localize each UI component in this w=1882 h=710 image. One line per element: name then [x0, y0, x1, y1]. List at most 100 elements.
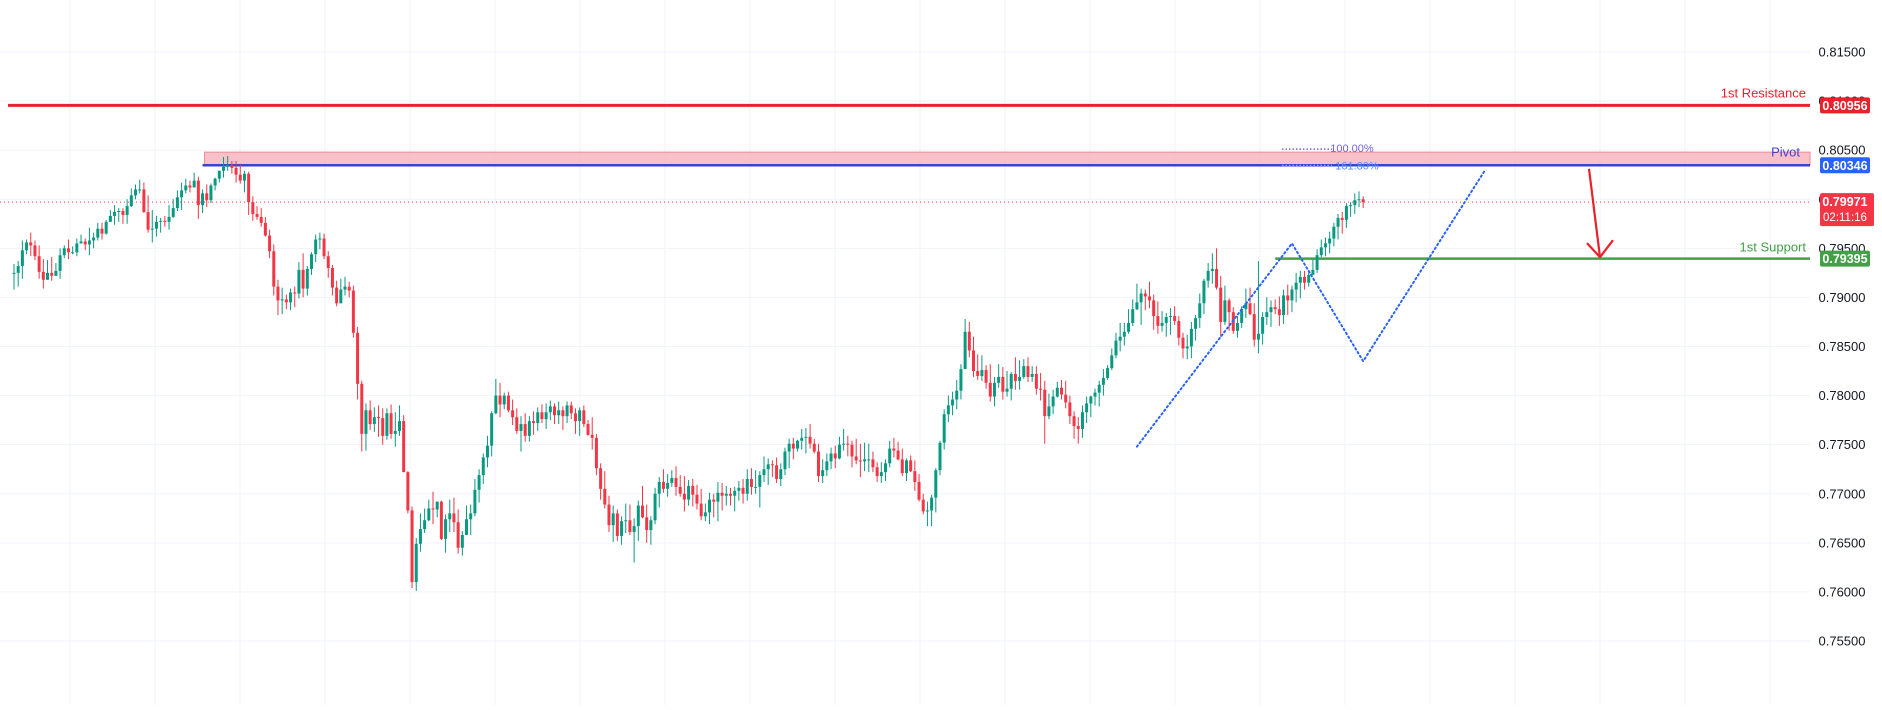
candle [1198, 293, 1202, 328]
candle [427, 499, 431, 522]
candle-body [661, 481, 665, 489]
candle [1122, 322, 1126, 346]
candle-body [825, 461, 829, 471]
candle-body [284, 299, 288, 303]
candle [925, 501, 929, 527]
candle [548, 400, 552, 421]
candle [745, 469, 749, 501]
candle [1089, 395, 1093, 418]
candle-body [37, 256, 41, 272]
candle [930, 494, 934, 527]
candle [1156, 301, 1160, 334]
candle [1252, 303, 1256, 347]
candle-body [1009, 373, 1013, 389]
candle [234, 160, 238, 183]
candle [469, 504, 473, 535]
candle [448, 499, 452, 533]
candle [66, 239, 70, 260]
candle-body [188, 185, 192, 188]
first-resistance-label: 1st Resistance [1721, 85, 1806, 100]
candle [71, 246, 75, 255]
candle-body [1311, 269, 1315, 275]
candle-body [1080, 412, 1084, 429]
pivot-tag [1820, 157, 1870, 174]
candle [1131, 299, 1135, 326]
candle [351, 285, 355, 338]
candle-body [347, 286, 351, 291]
candle [1353, 193, 1357, 214]
candle [217, 170, 221, 183]
candle-body [385, 413, 389, 436]
candle [687, 480, 691, 506]
candle [1202, 278, 1206, 315]
candle-body [1110, 355, 1114, 369]
candle [1001, 367, 1005, 400]
candle [121, 208, 125, 224]
candle [125, 199, 129, 224]
candle [58, 248, 62, 279]
candle [728, 487, 732, 506]
candle [364, 403, 368, 451]
candle-body [1336, 217, 1340, 227]
candle-body [1039, 388, 1043, 390]
candle [657, 477, 661, 508]
candle-body [917, 481, 921, 500]
candle [1068, 395, 1072, 425]
candle-body [1261, 317, 1265, 334]
candle [192, 172, 196, 188]
candle-body [397, 421, 401, 431]
candle-body [1055, 387, 1059, 397]
candle-body [561, 410, 565, 417]
candle-body [293, 292, 297, 294]
first-resistance-tag [1820, 97, 1870, 114]
candle-body [1315, 255, 1319, 270]
candle-body [1210, 268, 1214, 271]
candle [284, 294, 288, 310]
candle [347, 281, 351, 298]
price-axis[interactable]: 0.815000.810000.805000.800000.795000.790… [1819, 45, 1875, 649]
candle-body [406, 472, 410, 511]
candle [418, 513, 422, 552]
candle-body [959, 369, 963, 391]
candle-body [1106, 368, 1110, 378]
candle [1328, 231, 1332, 254]
candle [335, 280, 339, 307]
candle-body [854, 456, 858, 461]
candle [410, 506, 414, 588]
candle-body [532, 421, 536, 424]
candle [159, 217, 163, 233]
candle [1210, 253, 1214, 284]
candle-body [1248, 303, 1252, 315]
candle-body [460, 534, 464, 548]
candle [1055, 381, 1059, 398]
candle [791, 437, 795, 460]
candle-body [590, 434, 594, 438]
first-support-label: 1st Support [1740, 240, 1807, 255]
candle [92, 232, 96, 249]
candle-body [117, 211, 121, 213]
candle-body [238, 174, 242, 181]
candle [50, 257, 54, 281]
candle-body [1072, 416, 1076, 427]
candle-body [519, 424, 523, 431]
candle-body [506, 395, 510, 411]
candle-body [66, 248, 70, 253]
candle-body [1332, 226, 1336, 239]
candle-body [1357, 199, 1361, 201]
candle [439, 500, 443, 540]
candle-body [695, 494, 699, 504]
candle-body [708, 499, 712, 513]
candle [758, 471, 762, 508]
candle-body [473, 489, 477, 514]
candle-body [154, 221, 158, 229]
candle-body [1181, 337, 1185, 349]
candle-body [796, 440, 800, 449]
candle [1047, 393, 1051, 420]
candle-body [247, 173, 251, 203]
candle-body [1282, 295, 1286, 316]
candle [854, 438, 858, 465]
candle-body [733, 490, 737, 496]
candle-body [1215, 268, 1219, 288]
